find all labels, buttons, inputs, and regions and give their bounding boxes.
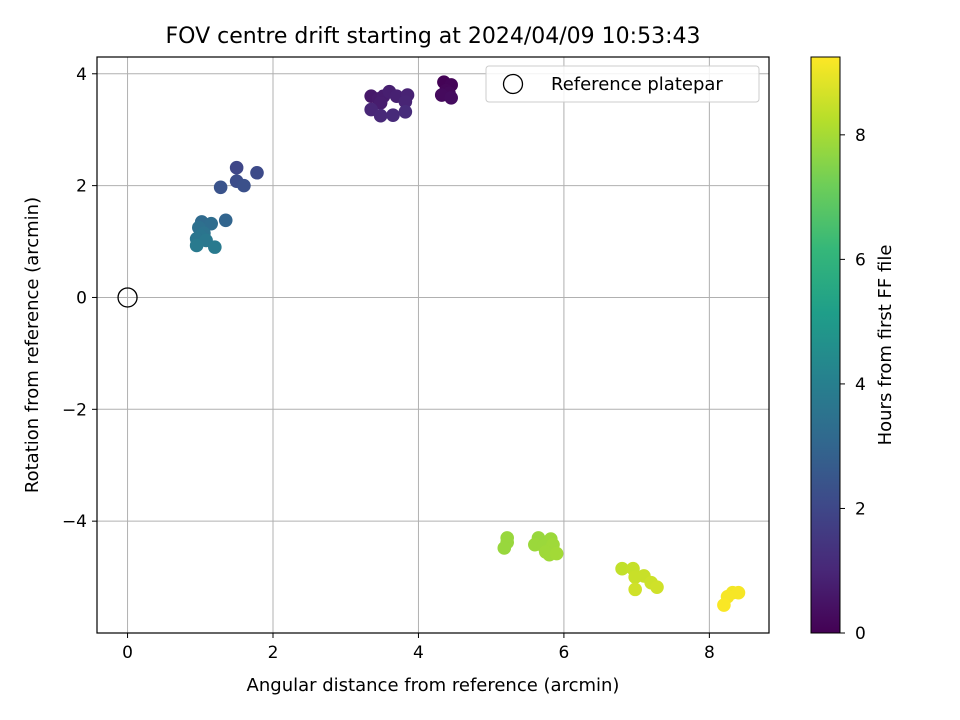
colorbar-tick-label: 6 [855,250,866,270]
data-point [229,160,244,175]
data-point [237,178,251,193]
data-point [650,580,664,594]
data-point [189,238,204,253]
colorbar-label: Hours from first FF file [875,245,896,446]
data-point [549,546,564,561]
legend: Reference platepar [485,65,760,103]
x-tick-label: 8 [704,643,715,663]
data-point [615,561,629,576]
data-point [628,570,642,584]
data-point [497,541,512,555]
legend-label: Reference platepar [551,74,723,95]
data-point [204,216,218,231]
colorbar: 0 2 4 6 8 Hours from first FF file [810,56,896,644]
data-point [628,582,642,597]
data-point [373,108,388,123]
x-tick-label: 6 [558,643,569,663]
data-point [731,585,746,600]
data-point [218,213,233,228]
chart-title: FOV centre drift starting at 2024/04/09 … [166,24,701,49]
data-point [717,598,731,612]
data-point [208,240,222,254]
y-tick-label: 0 [76,288,87,308]
data-point [444,91,458,105]
data-point [398,94,413,109]
reference-platepar-marker [117,287,138,308]
colorbar-tick-label: 4 [855,375,866,395]
x-axis-ticks: 0 2 4 6 8 [122,633,715,663]
y-axis-ticks: 4 2 0 −2 −4 [62,65,97,532]
colorbar-tick-label: 0 [855,624,866,644]
reference-marker [117,287,138,308]
grid-lines [97,57,769,633]
data-point [250,165,264,180]
data-point [398,105,413,119]
colorbar-tick-label: 2 [855,499,866,519]
plot-frame [96,56,770,634]
y-axis-label: Rotation from reference (arcmin) [22,197,43,493]
data-point [373,96,388,110]
y-tick-label: −2 [62,400,87,420]
scatter-points [189,75,746,612]
colorbar-tick-label: 8 [855,126,866,146]
x-tick-label: 4 [413,643,424,663]
data-point [213,180,228,195]
data-point [386,108,400,122]
legend-box [485,65,760,103]
x-tick-label: 2 [268,643,279,663]
y-tick-label: 2 [76,177,87,197]
y-tick-label: −4 [62,512,87,532]
y-tick-label: 4 [76,65,87,85]
colorbar-gradient [810,56,841,634]
legend-reference-marker [502,73,524,95]
x-axis-label: Angular distance from reference (arcmin) [247,675,620,696]
colorbar-ticks: 0 2 4 6 8 [840,126,866,644]
x-tick-label: 0 [122,643,133,663]
